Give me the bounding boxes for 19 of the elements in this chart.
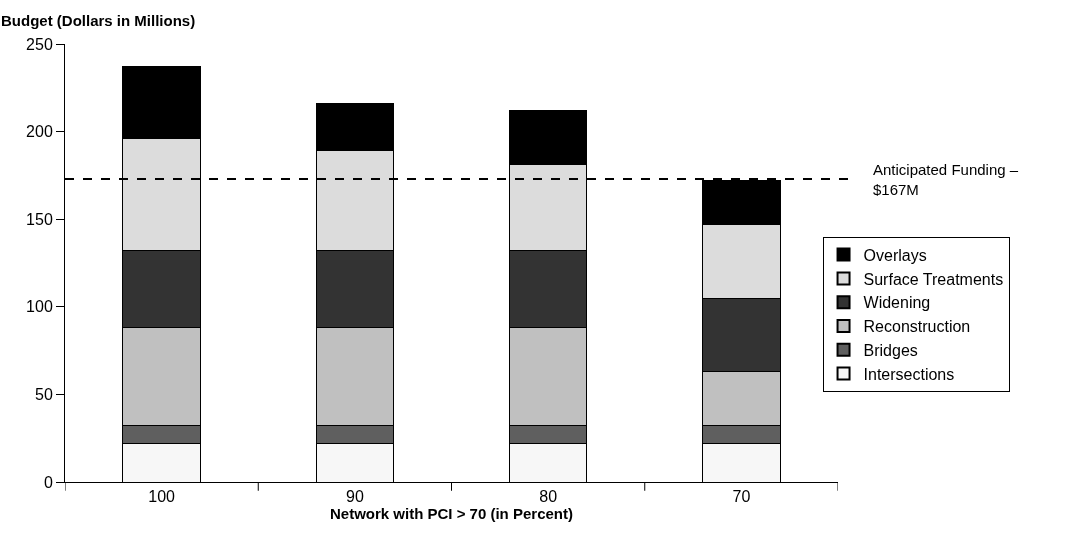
legend-label: Widening bbox=[863, 294, 931, 312]
ref-line-label: Anticipated Funding – $167M bbox=[873, 161, 1019, 198]
x-tick-label: 100 bbox=[148, 488, 176, 506]
x-tick-label: 70 bbox=[732, 488, 751, 506]
y-axis-title: Budget (Dollars in Millions) bbox=[1, 12, 196, 29]
legend-label: Overlays bbox=[863, 246, 927, 264]
legend-label: Intersections bbox=[863, 365, 955, 383]
y-tick-label: 200 bbox=[26, 123, 53, 141]
legend-label: Reconstruction bbox=[863, 318, 971, 336]
x-tick-label: 80 bbox=[539, 488, 558, 506]
y-tick-label: 100 bbox=[26, 298, 53, 316]
legend-label: Surface Treatments bbox=[863, 270, 1004, 288]
y-tick-label: 0 bbox=[43, 473, 53, 491]
x-tick-label: 90 bbox=[345, 488, 364, 506]
x-axis-title: Network with PCI > 70 (in Percent) bbox=[330, 505, 573, 523]
y-tick-label: 250 bbox=[26, 35, 53, 53]
y-tick-label: 50 bbox=[35, 386, 53, 403]
legend-label: Bridges bbox=[863, 342, 918, 360]
y-tick-label: 150 bbox=[26, 210, 53, 228]
